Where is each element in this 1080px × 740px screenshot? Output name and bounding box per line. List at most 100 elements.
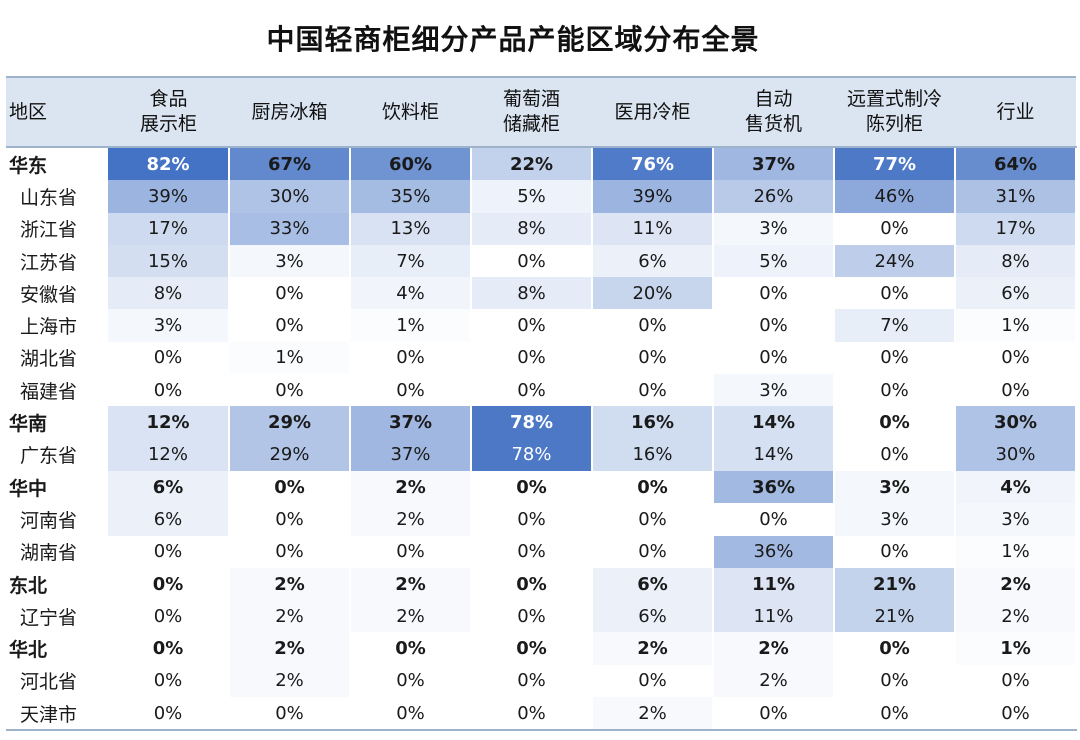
heat-cell: 4% <box>350 277 472 310</box>
heat-cell: 1% <box>955 309 1077 342</box>
row-label: 湖北省 <box>20 348 78 371</box>
heat-cell: 2% <box>229 600 351 633</box>
heat-cell: 6% <box>108 503 230 536</box>
heat-cell: 29% <box>229 438 351 471</box>
column-header: 自动 售货机 <box>713 76 834 148</box>
heat-cell: 30% <box>955 406 1077 439</box>
heat-cell: 82% <box>108 147 230 181</box>
column-header: 厨房冰箱 <box>229 76 350 148</box>
heat-cell: 1% <box>955 632 1077 665</box>
heat-cell: 0% <box>955 664 1077 698</box>
heat-cell: 31% <box>955 180 1077 213</box>
heat-cell: 2% <box>955 567 1077 601</box>
row-label: 上海市 <box>20 316 78 339</box>
heat-cell: 0% <box>471 309 593 342</box>
column-header: 行业 <box>955 76 1076 148</box>
header-row: 地区 食品 展示柜 厨房冰箱 饮料柜 葡萄酒 储藏柜 医用冷柜 自动 售货机 远置式制冷 陈列柜 行业 <box>6 76 1076 148</box>
heat-cell: 3% <box>834 503 956 536</box>
heat-cell: 26% <box>713 180 835 213</box>
heat-cell: 6% <box>955 277 1077 310</box>
heat-cell: 0% <box>834 535 956 568</box>
heat-cell: 1% <box>350 309 472 342</box>
heat-cell: 39% <box>108 180 230 213</box>
heat-cell: 0% <box>471 697 593 732</box>
heat-cell: 0% <box>229 503 351 536</box>
heat-cell: 24% <box>834 244 956 278</box>
row-label: 辽宁省 <box>20 606 78 629</box>
heat-cell: 0% <box>229 470 351 504</box>
column-header: 医用冷柜 <box>592 76 713 148</box>
heat-cell: 0% <box>471 374 593 407</box>
heat-cell: 8% <box>471 277 593 310</box>
heat-cell: 11% <box>713 567 835 601</box>
heat-cell: 1% <box>229 341 351 375</box>
column-header: 饮料柜 <box>350 76 471 148</box>
heat-cell: 2% <box>350 503 472 536</box>
row-label: 东北 <box>9 574 48 597</box>
heat-cell: 3% <box>713 212 835 245</box>
heat-cell: 2% <box>229 664 351 698</box>
heat-cell: 0% <box>834 438 956 471</box>
row-label: 安徽省 <box>20 283 78 306</box>
heat-cell: 17% <box>955 212 1077 245</box>
heat-cell: 2% <box>350 600 472 633</box>
row-label: 河北省 <box>20 671 78 694</box>
heat-cell: 0% <box>713 277 835 310</box>
province-row: 江苏省 15% 3% 7% 0% 6% 5% 24% 8% <box>6 244 1077 278</box>
chart-title: 中国轻商柜细分产品产能区域分布全景 <box>266 23 760 56</box>
heatmap-table: 地区 食品 展示柜 厨房冰箱 饮料柜 葡萄酒 储藏柜 医用冷柜 自动 售货机 远置式制冷 陈列柜 行业… <box>6 76 1077 732</box>
row-label: 华北 <box>9 639 48 662</box>
table-body: 华东 82% 67% 60% 22% 76% 37% 77% 64% 山东省 39% 30% 35% 5%… <box>6 147 1077 732</box>
heat-cell: 0% <box>592 309 714 342</box>
heat-cell: 36% <box>713 535 835 568</box>
region-row: 华东 82% 67% 60% 22% 76% 37% 77% 64% <box>6 147 1077 181</box>
province-row: 河北省 0% 2% 0% 0% 0% 2% 0% 0% <box>6 664 1077 698</box>
heat-cell: 0% <box>592 470 714 504</box>
heat-cell: 12% <box>108 406 230 439</box>
heat-cell: 0% <box>834 406 956 439</box>
heat-cell: 0% <box>350 697 472 732</box>
heat-cell: 0% <box>834 697 956 732</box>
heat-cell: 0% <box>834 664 956 698</box>
heat-cell: 0% <box>108 535 230 568</box>
heat-cell: 3% <box>955 503 1077 536</box>
heat-cell: 22% <box>471 147 593 181</box>
region-row: 华中 6% 0% 2% 0% 0% 36% 3% 4% <box>6 470 1077 504</box>
header-region-label: 地区 <box>6 76 108 148</box>
row-label: 广东省 <box>20 445 78 468</box>
heat-cell: 3% <box>713 374 835 407</box>
heat-cell: 2% <box>955 600 1077 633</box>
heat-cell: 0% <box>108 697 230 732</box>
heat-cell: 77% <box>834 147 956 181</box>
heat-cell: 0% <box>350 664 472 698</box>
province-row: 山东省 39% 30% 35% 5% 39% 26% 46% 31% <box>6 180 1077 213</box>
province-row: 湖北省 0% 1% 0% 0% 0% 0% 0% 0% <box>6 341 1077 375</box>
heat-cell: 0% <box>471 535 593 568</box>
heat-cell: 14% <box>713 406 835 439</box>
heat-cell: 35% <box>350 180 472 213</box>
heat-cell: 37% <box>350 438 472 471</box>
heat-cell: 37% <box>713 147 835 181</box>
heat-cell: 2% <box>350 470 472 504</box>
heat-cell: 0% <box>713 503 835 536</box>
heat-cell: 0% <box>713 341 835 375</box>
heatmap-table-container: 地区 食品 展示柜 厨房冰箱 饮料柜 葡萄酒 储藏柜 医用冷柜 自动 售货机 远置式制冷 陈列柜 行业… <box>6 76 1077 732</box>
heat-cell: 0% <box>471 567 593 601</box>
heat-cell: 0% <box>834 374 956 407</box>
heat-cell: 78% <box>471 406 593 439</box>
heat-cell: 30% <box>955 438 1077 471</box>
heat-cell: 0% <box>108 664 230 698</box>
heat-cell: 8% <box>108 277 230 310</box>
heat-cell: 21% <box>834 600 956 633</box>
heat-cell: 17% <box>108 212 230 245</box>
province-row: 上海市 3% 0% 1% 0% 0% 0% 7% 1% <box>6 309 1077 342</box>
heat-cell: 0% <box>229 374 351 407</box>
heat-cell: 0% <box>834 212 956 245</box>
heat-cell: 5% <box>713 244 835 278</box>
heat-cell: 37% <box>350 406 472 439</box>
heat-cell: 0% <box>834 341 956 375</box>
heat-cell: 0% <box>108 567 230 601</box>
heat-cell: 0% <box>350 535 472 568</box>
heat-cell: 15% <box>108 244 230 278</box>
row-label: 福建省 <box>20 380 78 403</box>
